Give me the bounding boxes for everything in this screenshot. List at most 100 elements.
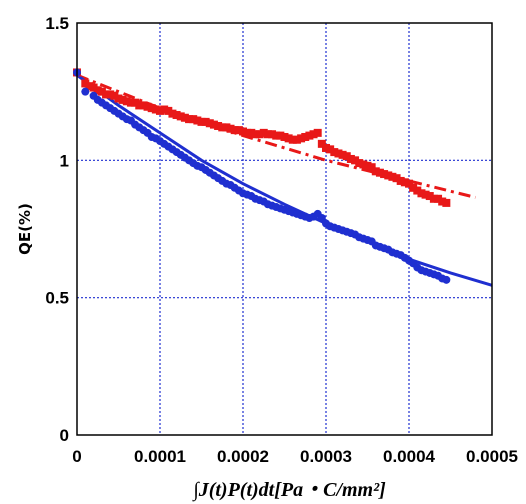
square-point (209, 120, 218, 129)
square-point (280, 132, 289, 141)
square-point (89, 83, 98, 92)
square-point (429, 194, 438, 203)
x-tick-label: 0 (72, 447, 81, 466)
x-axis-label: ∫J(t)P(t)dt[Pa・C/mm²] (192, 479, 386, 502)
square-point (367, 163, 376, 172)
y-tick-labels: 0 0.5 1 1.5 (45, 14, 69, 445)
grid-lines (77, 23, 492, 435)
square-point (251, 130, 260, 139)
square-point (305, 131, 314, 140)
y-tick-label: 0 (60, 426, 69, 445)
square-point (351, 156, 360, 165)
data-points (73, 68, 451, 284)
square-point (247, 128, 256, 137)
square-point (102, 90, 111, 99)
square-point (292, 135, 301, 144)
square-point (185, 115, 194, 124)
y-axis-label: QE(%) (16, 203, 34, 255)
square-point (355, 159, 364, 168)
square-point (330, 148, 339, 157)
square-point (160, 105, 169, 114)
circle-point (442, 275, 451, 284)
square-point (380, 170, 389, 179)
square-point (297, 134, 306, 143)
y-tick-label: 1.5 (45, 14, 69, 33)
square-point (239, 127, 247, 136)
x-tick-labels: 0 0.0001 0.0002 0.0003 0.0004 0.0005 (72, 447, 518, 466)
square-point (359, 160, 368, 169)
square-point (288, 135, 297, 144)
square-point (409, 183, 418, 192)
square-point (214, 122, 223, 130)
square-point (81, 79, 90, 88)
square-point (151, 105, 160, 114)
square-point (118, 95, 127, 104)
square-point (234, 126, 243, 135)
square-point (405, 179, 413, 188)
square-point (346, 154, 355, 163)
square-point (205, 119, 214, 128)
square-point (425, 192, 434, 201)
square-point (363, 161, 372, 170)
square-point (139, 101, 148, 110)
square-point (110, 91, 119, 100)
fit-lines (76, 73, 493, 287)
square-point (309, 130, 318, 139)
square-point (338, 150, 347, 159)
square-point (218, 123, 227, 132)
square-point (176, 112, 185, 121)
square-point (371, 167, 380, 176)
square-point (143, 102, 152, 111)
square-point (434, 194, 443, 203)
square-point (131, 98, 140, 107)
square-point (259, 128, 268, 137)
square-point (197, 117, 206, 126)
circle-point (81, 87, 90, 96)
fit-line-solid (76, 73, 493, 287)
square-point (114, 94, 123, 103)
square-point (342, 152, 351, 161)
square-point (230, 126, 239, 135)
square-point (301, 132, 310, 141)
square-point (97, 87, 106, 96)
x-tick-label: 0.0002 (217, 447, 269, 466)
square-point (317, 139, 326, 148)
square-point (180, 113, 189, 122)
square-point (396, 176, 405, 185)
square-point (413, 186, 422, 195)
fit-line-dashdot (76, 73, 476, 199)
x-tick-label: 0.0001 (134, 447, 186, 466)
square-point (442, 198, 451, 207)
square-point (417, 189, 426, 198)
square-point (147, 104, 156, 113)
square-point (226, 124, 235, 133)
plot-frame (76, 22, 493, 436)
square-point (172, 111, 181, 120)
square-point (189, 115, 198, 124)
square-point (126, 98, 135, 107)
x-tick-label: 0.0005 (466, 447, 518, 466)
square-point (268, 130, 277, 139)
square-point (388, 172, 397, 181)
square-point (438, 197, 447, 206)
square-point (375, 168, 384, 177)
square-point (421, 190, 430, 199)
square-point (106, 90, 115, 99)
square-point (122, 97, 131, 106)
square-point (93, 86, 102, 95)
x-tick-label: 0.0004 (383, 447, 436, 466)
square-point (164, 106, 173, 115)
square-point (156, 106, 164, 115)
square-point (313, 128, 322, 137)
square-point (276, 131, 285, 140)
square-point (263, 130, 272, 139)
square-point (243, 128, 252, 137)
square-point (392, 174, 401, 183)
square-point (284, 134, 293, 143)
y-tick-label: 0.5 (45, 289, 69, 308)
square-point (193, 116, 202, 125)
square-point (384, 171, 393, 180)
square-point (201, 117, 210, 126)
square-point (322, 143, 330, 152)
